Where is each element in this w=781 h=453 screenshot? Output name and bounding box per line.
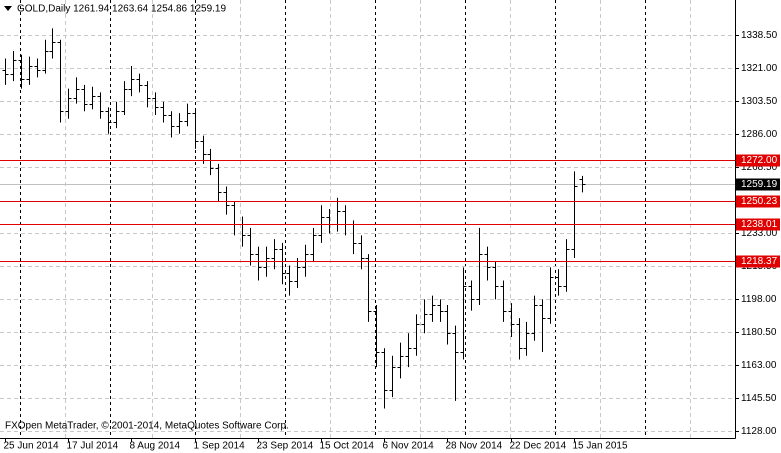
price-label: 1259.19 (741, 179, 778, 190)
y-tick-label: 1145.50 (741, 393, 777, 404)
x-tick-label: 15 Oct 2014 (320, 441, 375, 452)
y-tick-label: 1128.00 (741, 426, 777, 437)
level-line-label: 1250.23 (741, 196, 778, 207)
x-tick-label: 17 Jul 2014 (67, 441, 119, 452)
x-tick-label: 28 Nov 2014 (446, 441, 503, 452)
footer: FXOpen MetaTrader, © 2001-2014, MetaQuot… (5, 421, 289, 432)
level-line-box (736, 218, 780, 231)
x-tick-label: 6 Nov 2014 (383, 441, 435, 452)
y-tick-label: 1180.50 (741, 327, 777, 338)
x-tick-label: 23 Sep 2014 (257, 441, 314, 452)
y-tick-label: 1321.00 (741, 63, 778, 74)
level-line-box (736, 195, 780, 208)
x-tick-label: 22 Dec 2014 (510, 441, 567, 452)
grid (0, 0, 735, 438)
level-line-box (736, 255, 780, 268)
y-tick-label: 1198.00 (741, 294, 777, 305)
x-tick-label: 25 Jun 2014 (4, 441, 59, 452)
x-tick-label: 15 Jan 2015 (573, 441, 628, 452)
y-tick-label: 1286.00 (741, 129, 778, 140)
y-tick-label: 1268.50 (741, 162, 778, 173)
x-tick-label: 8 Aug 2014 (130, 441, 181, 452)
menu-icon[interactable] (4, 6, 12, 11)
bars (0, 28, 735, 409)
price-box (736, 178, 780, 191)
y-tick-label: 1303.50 (741, 96, 778, 107)
chart-title: GOLD,Daily 1261.94 1263.64 1254.86 1259.… (17, 4, 226, 15)
level-line-label: 1238.01 (741, 219, 778, 230)
y-tick-label: 1338.50 (741, 30, 778, 41)
level-line-box (736, 154, 780, 167)
level-line-label: 1272.00 (741, 155, 778, 166)
x-tick-label: 1 Sep 2014 (194, 441, 246, 452)
y-tick-label: 1163.00 (741, 360, 777, 371)
labels: 1338.50 1321.00 1303.50 1286.00 1268.50 1233.… (4, 30, 780, 452)
level-line-label: 1218.37 (741, 256, 778, 267)
y-tick-label: 1233.00 (741, 228, 778, 239)
